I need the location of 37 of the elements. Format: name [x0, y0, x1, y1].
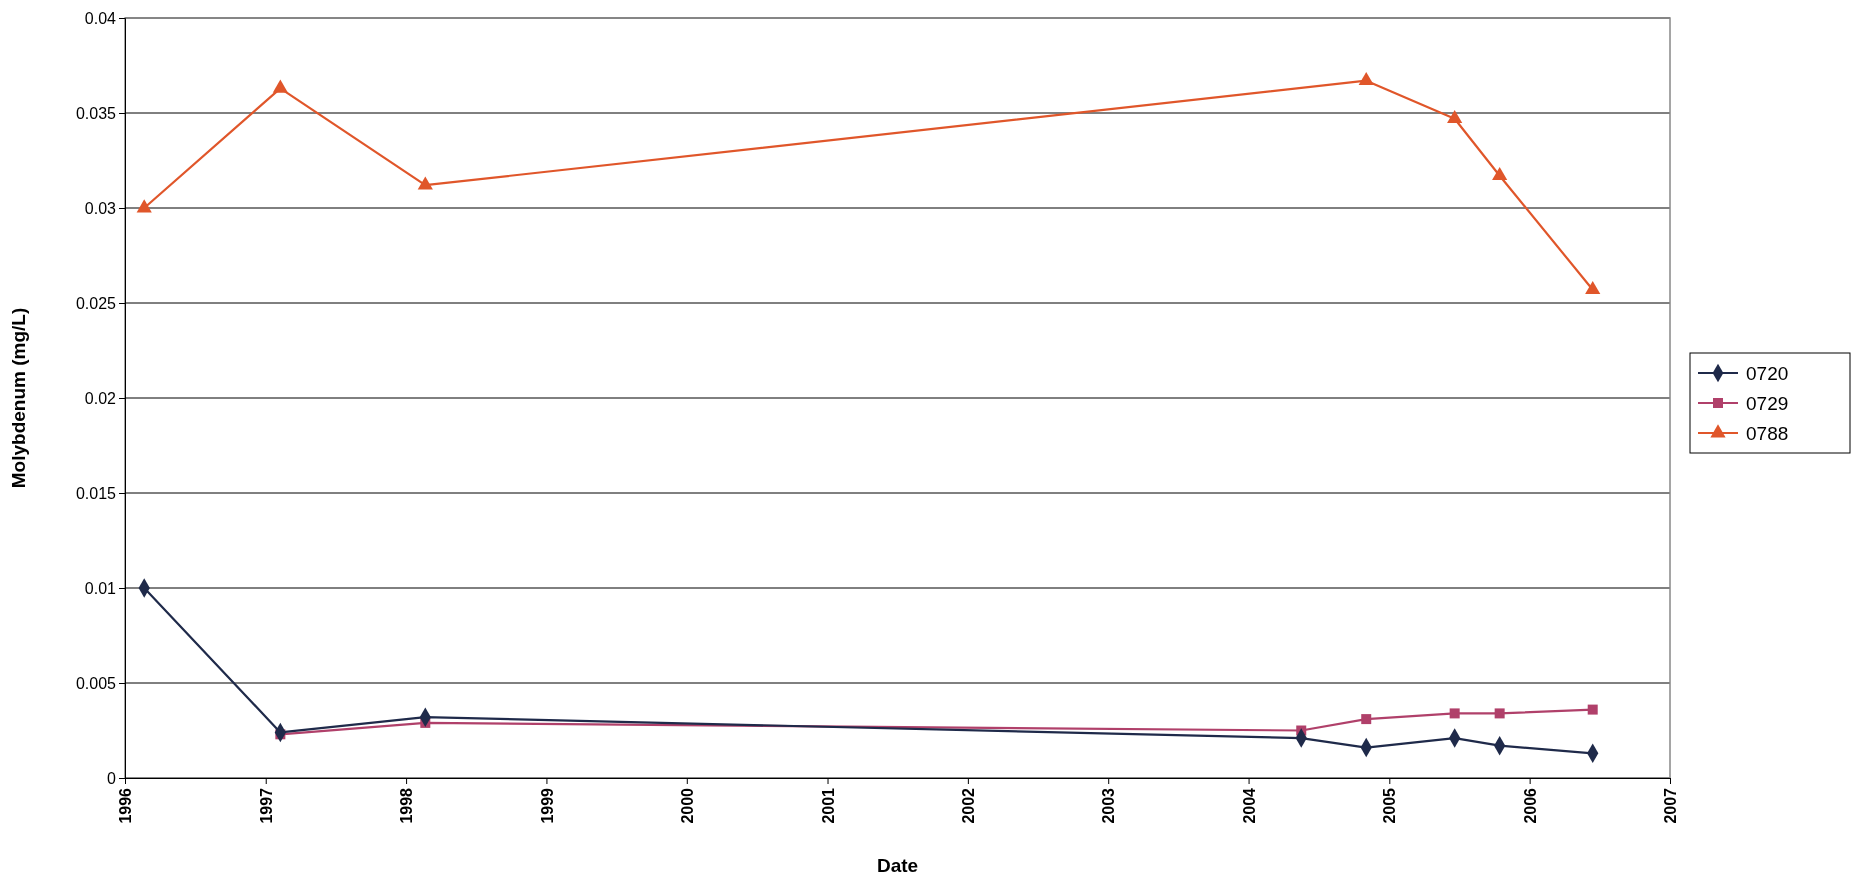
- y-tick-label: 0.02: [84, 389, 117, 407]
- y-tick-label: 0.04: [84, 9, 117, 27]
- point: [272, 79, 288, 93]
- x-tick-label: 2004: [1240, 787, 1258, 824]
- x-tick-label: 2006: [1521, 787, 1539, 824]
- x-tick-label: 2000: [678, 787, 696, 824]
- y-tick-label: 0.005: [75, 674, 117, 692]
- x-tick-label: 2007: [1662, 787, 1680, 824]
- x-tick-label: 2001: [819, 787, 837, 824]
- x-axis-title: Date: [876, 855, 919, 876]
- y-tick-label: 0.025: [75, 294, 117, 312]
- y-tick-label: 0.01: [84, 579, 117, 597]
- legend-label: 0729: [1746, 392, 1789, 414]
- point: [1587, 704, 1598, 715]
- x-tick-label: 1996: [117, 787, 135, 824]
- y-tick-label: 0.03: [84, 199, 117, 217]
- point: [417, 176, 433, 190]
- x-tick-label: 1998: [398, 787, 416, 824]
- point: [1449, 708, 1460, 719]
- x-tick-label: 1999: [538, 787, 556, 824]
- y-tick-label: 0.035: [75, 104, 117, 122]
- point: [1358, 71, 1374, 86]
- legend-label: 0788: [1746, 422, 1789, 444]
- x-tick-label: 2005: [1381, 787, 1399, 824]
- x-tick-label: 2002: [959, 787, 977, 824]
- point: [1585, 280, 1601, 295]
- y-tick-label: 0: [107, 769, 117, 787]
- point: [1492, 166, 1508, 181]
- point: [136, 199, 152, 213]
- point: [1447, 109, 1463, 124]
- x-tick-label: 2003: [1100, 787, 1118, 824]
- point: [1494, 708, 1505, 719]
- x-tick-label: 1997: [257, 787, 275, 824]
- y-axis-title: Molybdenum (mg/L): [8, 307, 29, 489]
- y-tick-label: 0.015: [75, 484, 117, 502]
- legend-label: 0720: [1746, 362, 1789, 384]
- point: [1361, 714, 1372, 725]
